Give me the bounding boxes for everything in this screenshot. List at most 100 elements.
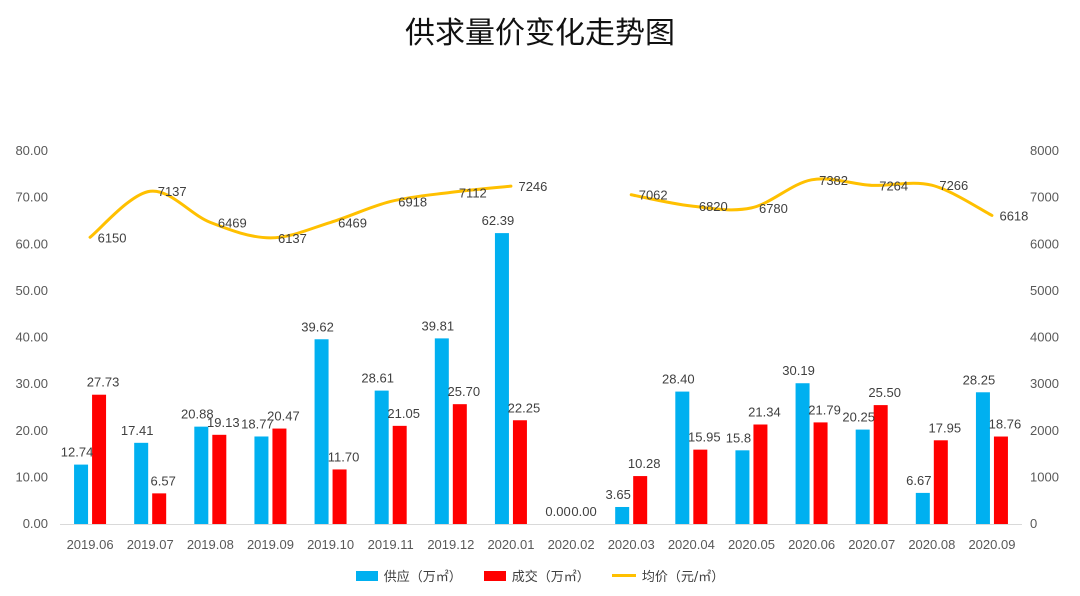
y-right-tick-label: 4000 — [1030, 330, 1059, 345]
bar-deals-label: 10.28 — [628, 456, 661, 471]
bar-supply — [494, 233, 509, 524]
x-tick-label: 2019.12 — [427, 537, 474, 552]
price-label: 6618 — [999, 208, 1028, 223]
bar-supply-label: 20.88 — [181, 407, 214, 422]
bar-deals-label: 27.73 — [87, 375, 120, 390]
price-label: 7062 — [639, 188, 668, 203]
price-label: 6469 — [218, 215, 247, 230]
bar-deals — [993, 436, 1008, 524]
price-label: 6137 — [278, 231, 307, 246]
bar-supply-label: 3.65 — [606, 487, 631, 502]
chart-title: 供求量价变化走势图 — [405, 16, 675, 51]
bar-deals-label: 22.25 — [508, 400, 541, 415]
bar-deals — [332, 469, 347, 524]
x-tick-label: 2020.02 — [548, 537, 595, 552]
bar-supply-label: 39.81 — [422, 318, 455, 333]
bar-deals-label: 21.34 — [748, 405, 781, 420]
bar-supply-label: 39.62 — [301, 319, 334, 334]
bar-supply-label: 6.67 — [906, 473, 931, 488]
y-right-tick-label: 8000 — [1030, 143, 1059, 158]
price-label: 7246 — [518, 179, 547, 194]
bar-deals — [92, 394, 107, 524]
bar-deals — [693, 449, 708, 524]
bar-deals — [873, 405, 888, 524]
bar-supply-label: 28.61 — [361, 371, 394, 386]
bar-supply-label: 15.8 — [726, 430, 751, 445]
x-tick-label: 2020.06 — [788, 537, 835, 552]
x-tick-label: 2019.08 — [187, 537, 234, 552]
bar-deals — [512, 420, 527, 524]
bar-deals-label: 25.50 — [868, 385, 901, 400]
bar-deals-label: 21.79 — [808, 402, 841, 417]
bar-supply — [194, 426, 209, 524]
y-left-tick-label: 30.00 — [15, 376, 48, 391]
bar-deals-label: 17.95 — [929, 420, 962, 435]
legend-item-deals: 成交（万㎡） — [483, 566, 590, 585]
bar-deals — [452, 404, 467, 524]
x-tick-label: 2019.07 — [127, 537, 174, 552]
price-label: 6469 — [338, 215, 367, 230]
bar-deals — [152, 493, 167, 524]
bar-supply-label: 20.25 — [842, 410, 875, 425]
x-tick-label: 2020.04 — [668, 537, 715, 552]
price-label: 7264 — [879, 178, 908, 193]
x-tick-label: 2020.01 — [487, 537, 534, 552]
legend-item-supply: 供应（万㎡） — [355, 566, 462, 585]
bar-supply-label: 18.77 — [241, 416, 274, 431]
bar-deals-label: 6.57 — [151, 473, 176, 488]
legend-swatch-price — [611, 574, 636, 577]
bar-supply-label: 28.25 — [963, 372, 996, 387]
bar-supply-label: 12.74 — [61, 445, 94, 460]
y-right-tick-label: 2000 — [1030, 423, 1059, 438]
bar-deals — [633, 476, 648, 524]
bar-supply — [855, 429, 870, 524]
price-label: 7112 — [459, 185, 487, 200]
bar-supply — [254, 436, 269, 524]
y-right-tick-label: 0 — [1030, 516, 1037, 531]
price-label: 7266 — [939, 178, 968, 193]
y-right-tick-label: 1000 — [1030, 469, 1059, 484]
bar-deals — [753, 424, 768, 524]
bar-supply-label: 0.00 — [545, 504, 570, 519]
bar-deals-label: 25.70 — [448, 384, 481, 399]
y-left-tick-label: 60.00 — [15, 236, 48, 251]
bar-supply — [975, 392, 990, 524]
legend-label-deals: 成交（万㎡） — [511, 570, 590, 585]
x-tick-label: 2019.09 — [247, 537, 294, 552]
bar-deals-label: 0.00 — [571, 504, 596, 519]
bar-deals-label: 11.70 — [328, 449, 360, 464]
y-right-tick-label: 5000 — [1030, 283, 1059, 298]
legend-label-supply: 供应（万㎡） — [383, 570, 462, 585]
bar-supply — [374, 390, 389, 524]
y-left-tick-label: 20.00 — [15, 423, 48, 438]
legend-swatch-supply — [355, 570, 378, 581]
x-tick-label: 2020.09 — [968, 537, 1015, 552]
bar-supply — [675, 391, 690, 524]
legend-item-price: 均价（元/㎡） — [611, 566, 725, 585]
price-label: 6918 — [398, 194, 427, 209]
x-tick-label: 2019.11 — [368, 537, 414, 552]
bar-deals — [933, 440, 948, 524]
y-left-tick-label: 0.00 — [23, 516, 48, 531]
y-left-tick-label: 70.00 — [15, 190, 48, 205]
x-tick-label: 2020.03 — [608, 537, 655, 552]
bar-supply — [795, 383, 810, 524]
x-tick-label: 2019.06 — [67, 537, 114, 552]
y-right-tick-label: 7000 — [1030, 190, 1059, 205]
legend-label-price: 均价（元/㎡） — [641, 570, 725, 585]
bar-deals-label: 20.47 — [267, 409, 300, 424]
y-left-tick-label: 80.00 — [15, 143, 48, 158]
y-right-tick-label: 3000 — [1030, 376, 1059, 391]
legend-swatch-deals — [483, 570, 506, 581]
price-label: 6820 — [699, 199, 728, 214]
price-label: 7137 — [158, 184, 187, 199]
price-label: 7382 — [819, 173, 848, 188]
x-tick-label: 2019.10 — [307, 537, 354, 552]
y-left-tick-label: 10.00 — [15, 469, 48, 484]
bar-supply — [434, 338, 449, 524]
price-label: 6780 — [759, 201, 788, 216]
bar-deals-label: 21.05 — [387, 406, 420, 421]
price-line — [88, 184, 513, 240]
bar-supply — [735, 450, 750, 524]
